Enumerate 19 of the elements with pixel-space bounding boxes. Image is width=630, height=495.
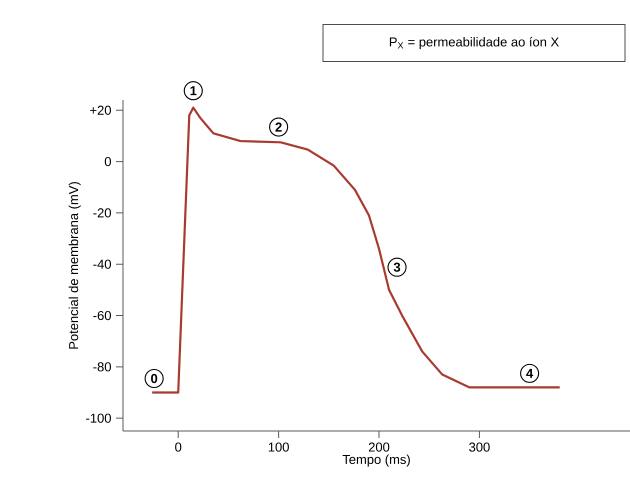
- x-tick-label: 300: [469, 442, 490, 452]
- y-tick-label: -60: [93, 310, 111, 320]
- y-tick-label: -40: [93, 260, 111, 269]
- x-tick-label: 200: [368, 442, 390, 452]
- y-tick-label: -20: [93, 208, 111, 218]
- x-axis-title: Tempo (ms): [342, 454, 410, 467]
- text: P$_{X}$ = permeabilidade ao íon X: [390, 36, 559, 50]
- annotation: 0: [151, 374, 158, 384]
- annotation: 1: [190, 86, 197, 96]
- annotation: 2: [275, 122, 282, 132]
- x-tick-label: 100: [268, 442, 289, 452]
- y-tick-label: 0: [104, 156, 111, 166]
- annotation: 4: [526, 368, 534, 378]
- y-axis-title: Potencial de membrana (mV): [68, 182, 81, 349]
- y-tick-label: +20: [90, 106, 111, 115]
- y-tick-label: -80: [93, 362, 111, 372]
- annotation: 3: [394, 262, 400, 272]
- y-tick-label: -100: [86, 414, 111, 423]
- x-tick-label: 0: [175, 442, 182, 452]
